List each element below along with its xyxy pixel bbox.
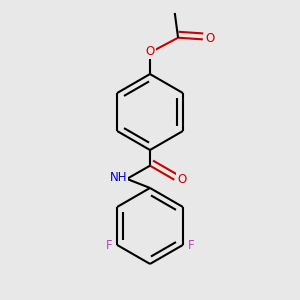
Text: NH: NH bbox=[110, 171, 128, 184]
Text: F: F bbox=[106, 239, 112, 252]
Text: O: O bbox=[206, 32, 215, 45]
Text: O: O bbox=[146, 45, 155, 58]
Text: O: O bbox=[177, 173, 186, 186]
Text: F: F bbox=[188, 239, 194, 252]
